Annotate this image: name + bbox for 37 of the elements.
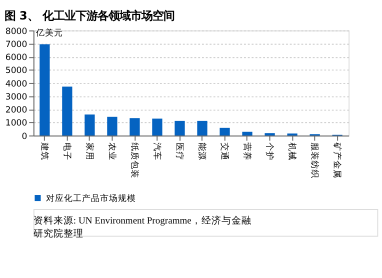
x-tick-label: 服装纺织 [308, 142, 320, 179]
x-tick-label: 医疗 [174, 142, 185, 161]
x-tick-label: 家用 [84, 142, 95, 161]
x-tick-label: 营养 [241, 142, 252, 161]
x-tick-label: 矿产金属 [331, 142, 342, 179]
x-tick-label: 机械 [286, 142, 298, 161]
x-tick-label: 交通 [218, 142, 230, 161]
chart-title: 图 3、 化工业下游各领域市场空间 [4, 8, 174, 22]
bar [242, 132, 252, 136]
x-tick-label: 能源 [196, 142, 208, 161]
y-tick-label: 7000 [5, 40, 28, 50]
y-tick-label: 8000 [5, 26, 28, 37]
text: 资料来源: UN Environment Programme，经济与金融研究院整理 [33, 214, 252, 240]
x-tick-label: 纸质包装 [128, 142, 140, 179]
bar [40, 44, 50, 136]
bar [107, 116, 118, 136]
bar [130, 118, 140, 136]
x-tick-label: 个护 [264, 142, 275, 161]
y-tick-label: 0 [22, 132, 28, 142]
bar [152, 118, 162, 136]
y-tick-label: 2000 [5, 106, 28, 116]
bar [62, 86, 72, 136]
bar [84, 114, 95, 136]
y-tick-label: 6000 [5, 53, 28, 64]
y-tick-label: 3000 [5, 92, 28, 102]
bar [220, 128, 230, 136]
y-tick-label: 4000 [5, 79, 28, 90]
y-tick-label: 1000 [5, 118, 28, 129]
x-tick-label: 汽车 [151, 142, 162, 161]
legend-label: 对应化工产品市场规模 [46, 192, 136, 204]
bar [197, 120, 208, 136]
x-tick-label: 建筑 [38, 142, 50, 161]
x-tick-label: 电子 [61, 142, 72, 161]
x-tick-label: 农业 [106, 142, 118, 161]
bar [174, 120, 185, 136]
y-axis-title: 亿美元 [34, 28, 63, 39]
y-tick-label: 5000 [5, 66, 28, 76]
